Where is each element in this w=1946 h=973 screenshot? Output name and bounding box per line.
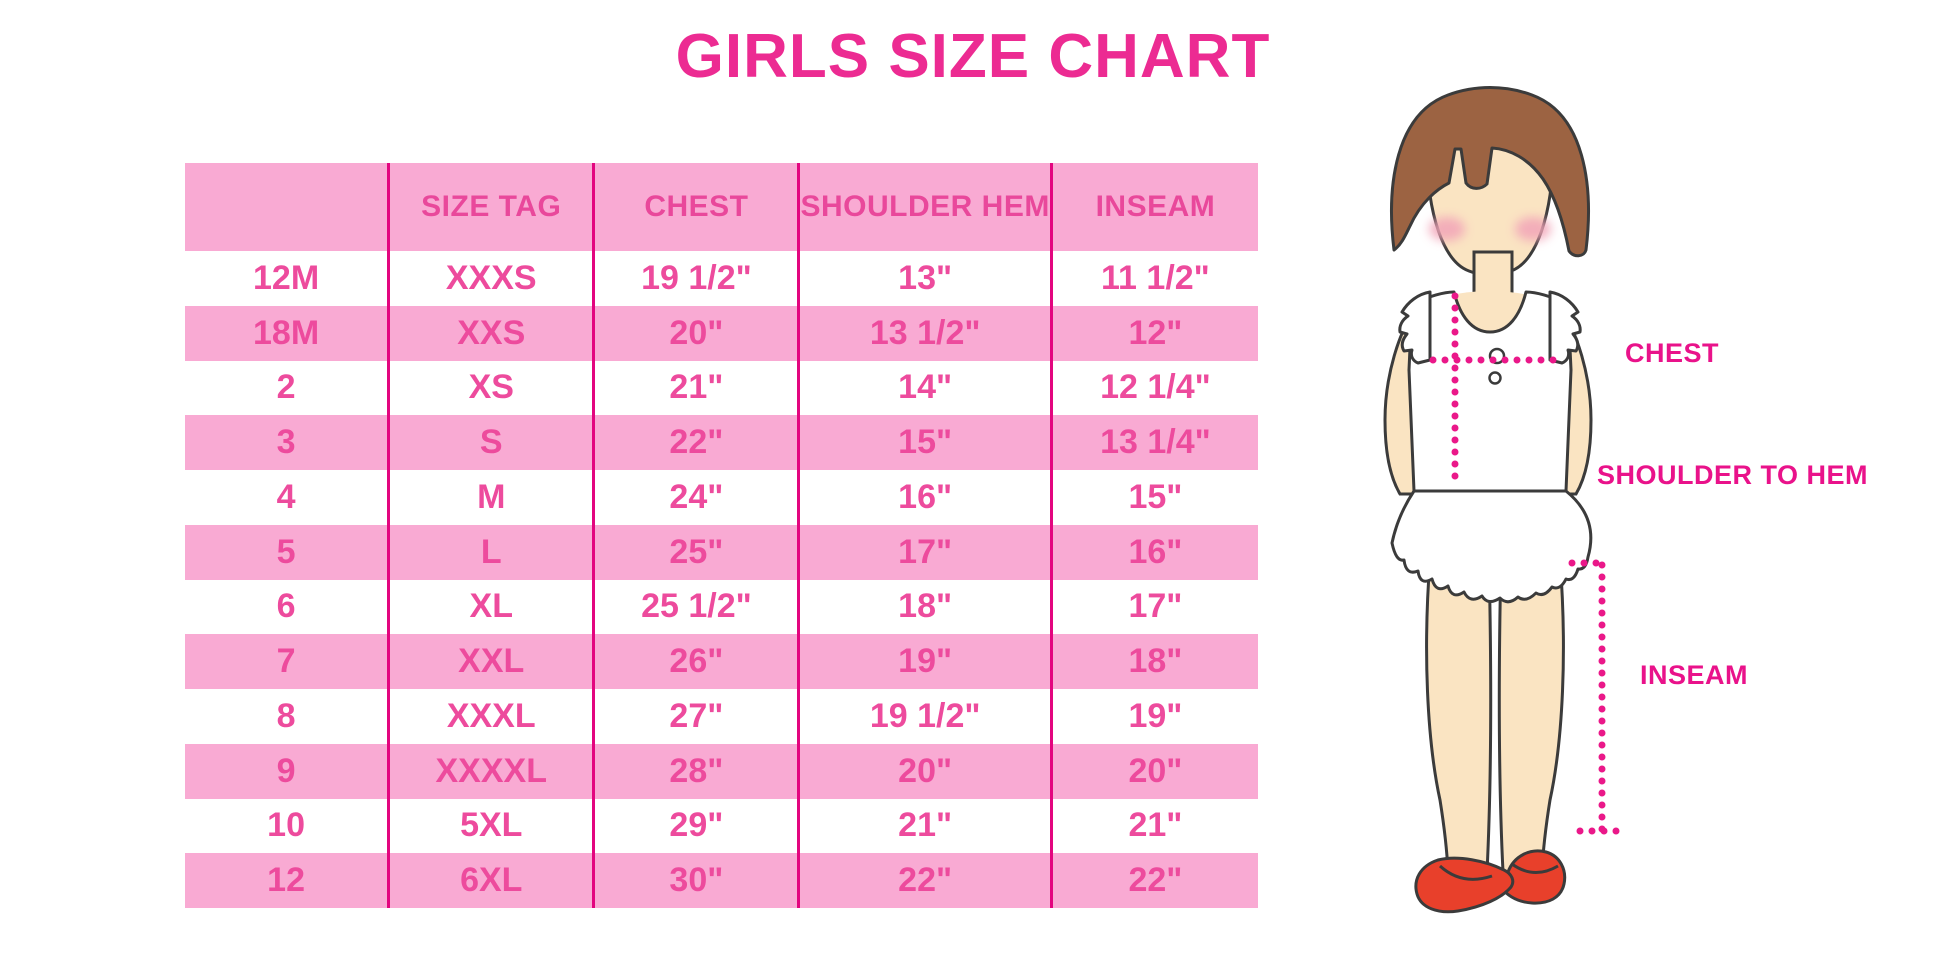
- row-label: 12M: [185, 251, 391, 306]
- table-cell: 21": [800, 798, 1053, 854]
- girl-top-buttons: [1488, 347, 1506, 385]
- table-cell: 19 1/2": [800, 689, 1053, 744]
- girl-chest-skin: [1432, 291, 1548, 356]
- table-cell: 20": [1052, 743, 1258, 799]
- table-cell: 11 1/2": [1101, 258, 1210, 297]
- table-cell: 19 1/2": [595, 251, 801, 306]
- table-cell: 17": [1128, 587, 1183, 626]
- table-cell: 6XL: [390, 853, 596, 908]
- row-label: 6: [185, 579, 391, 635]
- girl-face: [1425, 132, 1555, 277]
- table-cell: XXL: [390, 634, 596, 689]
- table-cell: XS: [390, 360, 596, 416]
- size-chart-table: SIZE TAG CHEST SHOULDER HEM INSEAM 12M XXXS 19…: [185, 163, 1258, 908]
- column-header: CHEST: [595, 163, 801, 251]
- column-header: [185, 163, 391, 251]
- table-cell: XXXXL: [390, 743, 596, 799]
- table-cell: S: [390, 415, 596, 470]
- table-cell: 5XL: [390, 798, 596, 854]
- row-label: 12: [185, 853, 391, 908]
- row-label: 18M: [185, 305, 391, 361]
- table-cell: 22": [1052, 853, 1258, 908]
- table-cell: 16": [800, 470, 1053, 525]
- chest-label: CHEST: [1625, 338, 1720, 368]
- girl-top: [1407, 290, 1573, 493]
- table-cell: 19": [1128, 696, 1183, 735]
- table-cell: L: [390, 524, 596, 580]
- table-cell: 17": [800, 524, 1053, 580]
- girl-skirt: [1390, 489, 1593, 604]
- girl-sleeve-ruffles: [1398, 290, 1582, 365]
- inseam-label: INSEAM: [1640, 660, 1749, 690]
- table-cell: 21": [1128, 806, 1183, 845]
- table-cell: 14": [800, 360, 1053, 416]
- table-cell: 27": [595, 689, 801, 744]
- girl-arms: [1383, 300, 1593, 496]
- girl-legs: [1425, 558, 1565, 874]
- table-cell: 20": [800, 743, 1053, 799]
- row-label: 3: [185, 415, 391, 470]
- table-cell: 25": [595, 524, 801, 580]
- row-label: 10: [185, 798, 391, 854]
- table-cell: 12": [1052, 305, 1258, 361]
- column-header: SHOULDER HEM: [800, 163, 1053, 251]
- shoulder-to-hem-label: SHOULDER TO HEM: [1597, 460, 1869, 490]
- table-cell: 30": [595, 853, 801, 908]
- table-cell: 21": [595, 360, 801, 416]
- row-label: 7: [185, 634, 391, 689]
- table-cell: XXXL: [390, 689, 596, 744]
- row-label: 8: [185, 689, 391, 744]
- table-cell: 25 1/2": [595, 579, 801, 635]
- table-cell: XL: [390, 579, 596, 635]
- row-label: 4: [185, 470, 391, 525]
- girl-shoes: [1414, 849, 1567, 914]
- page-title: GIRLS SIZE CHART: [675, 22, 1271, 91]
- table-cell: 24": [595, 470, 801, 525]
- table-cell: M: [390, 470, 596, 525]
- table-cell: 12 1/4": [1100, 368, 1211, 407]
- girl-hair: [1390, 86, 1590, 258]
- table-cell: 18": [1052, 634, 1258, 689]
- column-header: SIZE TAG: [390, 163, 596, 251]
- table-cell: 18": [800, 579, 1053, 635]
- table-cell: 22": [800, 853, 1053, 908]
- table-cell: 29": [595, 798, 801, 854]
- table-cell: 13": [800, 251, 1053, 306]
- table-cell: 13 1/2": [800, 305, 1053, 361]
- measurement-dotted-lines: [1429, 292, 1626, 835]
- table-cell: 15": [800, 415, 1053, 470]
- table-cell: XXXS: [390, 251, 596, 306]
- table-cell: 28": [595, 743, 801, 799]
- row-label: 9: [185, 743, 391, 799]
- table-cell: 20": [595, 305, 801, 361]
- row-label: 5: [185, 524, 391, 580]
- table-cell: 26": [595, 634, 801, 689]
- table-cell: 16": [1052, 524, 1258, 580]
- table-cell: 13 1/4": [1052, 415, 1258, 470]
- girl-neck: [1472, 250, 1514, 308]
- row-label: 2: [185, 360, 391, 416]
- table-cell: 19": [800, 634, 1053, 689]
- table-cell: XXS: [390, 305, 596, 361]
- column-header: INSEAM: [1052, 163, 1258, 251]
- table-cell: 22": [595, 415, 801, 470]
- table-cell: 15": [1128, 477, 1183, 516]
